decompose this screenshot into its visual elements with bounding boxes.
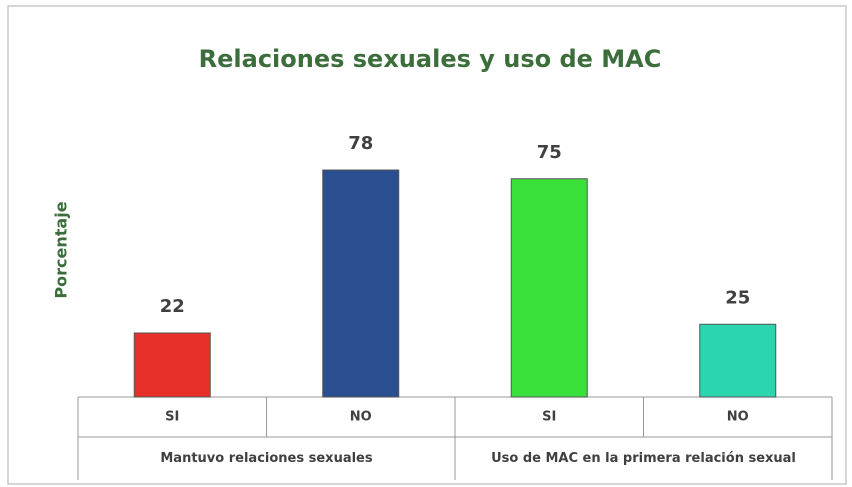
group-label: Mantuvo relaciones sexuales	[160, 451, 372, 466]
data-label: 22	[160, 296, 185, 317]
group-label: Uso de MAC en la primera relación sexual	[491, 451, 796, 466]
bar	[322, 169, 400, 398]
chart-frame	[7, 5, 847, 485]
data-label: 75	[537, 142, 562, 163]
x-tick-label: SI	[542, 410, 556, 425]
y-axis-label: Porcentaje	[52, 201, 71, 298]
bar	[133, 332, 211, 398]
chart-title: Relaciones sexuales y uso de MAC	[199, 45, 662, 73]
x-tick-label: NO	[350, 410, 372, 425]
bar	[510, 178, 588, 398]
bar	[699, 323, 777, 398]
x-tick-label: NO	[727, 410, 749, 425]
x-tick-label: SI	[165, 410, 179, 425]
data-label: 25	[725, 287, 750, 308]
data-label: 78	[348, 133, 373, 154]
